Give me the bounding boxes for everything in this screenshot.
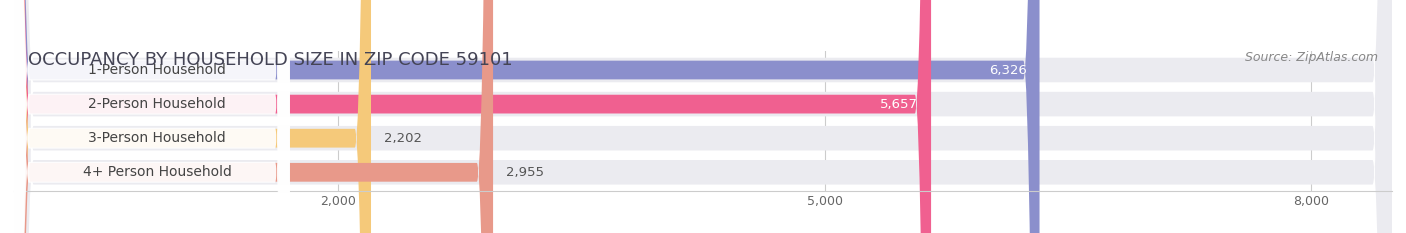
FancyBboxPatch shape <box>14 0 1392 233</box>
FancyBboxPatch shape <box>14 0 290 233</box>
FancyBboxPatch shape <box>14 0 1392 233</box>
FancyBboxPatch shape <box>14 0 1392 233</box>
Text: 2,202: 2,202 <box>384 132 422 145</box>
FancyBboxPatch shape <box>14 0 290 233</box>
FancyBboxPatch shape <box>14 0 494 233</box>
FancyBboxPatch shape <box>14 0 1392 233</box>
Text: Source: ZipAtlas.com: Source: ZipAtlas.com <box>1246 51 1378 64</box>
Text: 1-Person Household: 1-Person Household <box>89 63 226 77</box>
Text: OCCUPANCY BY HOUSEHOLD SIZE IN ZIP CODE 59101: OCCUPANCY BY HOUSEHOLD SIZE IN ZIP CODE … <box>28 51 512 69</box>
Text: 2-Person Household: 2-Person Household <box>89 97 226 111</box>
Text: 6,326: 6,326 <box>988 64 1026 76</box>
Text: 3-Person Household: 3-Person Household <box>89 131 226 145</box>
Text: 2,955: 2,955 <box>506 166 544 179</box>
FancyBboxPatch shape <box>14 0 290 233</box>
Text: 5,657: 5,657 <box>880 98 918 111</box>
Text: 4+ Person Household: 4+ Person Household <box>83 165 232 179</box>
FancyBboxPatch shape <box>14 0 1039 233</box>
FancyBboxPatch shape <box>14 0 290 233</box>
FancyBboxPatch shape <box>14 0 371 233</box>
FancyBboxPatch shape <box>14 0 931 233</box>
